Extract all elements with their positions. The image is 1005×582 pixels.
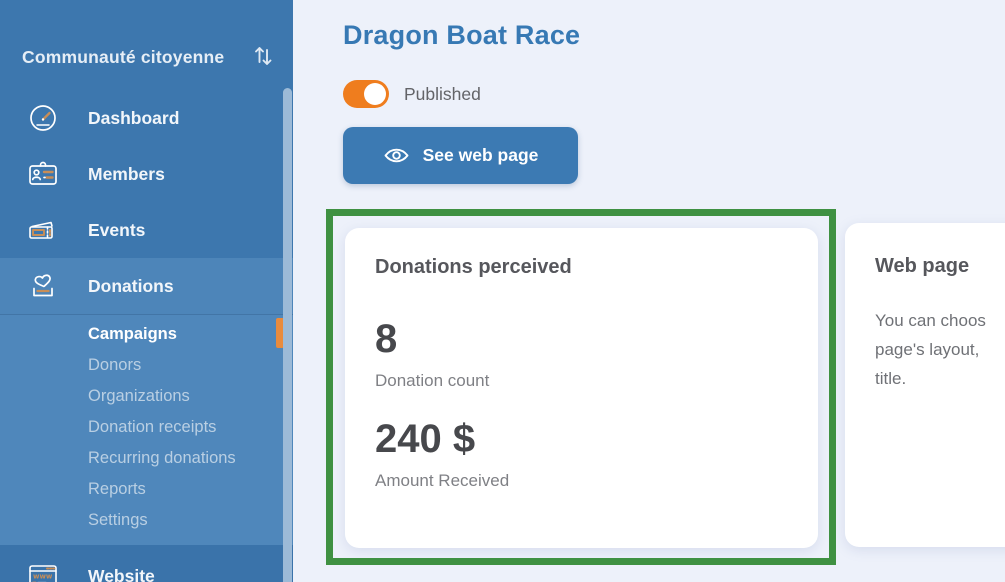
sidebar-item-label: Events bbox=[88, 219, 146, 240]
gauge-icon bbox=[24, 101, 62, 135]
svg-text:www: www bbox=[33, 573, 53, 581]
submenu-item-donation-receipts[interactable]: Donation receipts bbox=[88, 418, 217, 436]
browser-icon: www bbox=[24, 559, 62, 582]
page-title: Dragon Boat Race bbox=[343, 20, 581, 50]
sidebar-item-dashboard[interactable]: Dashboard bbox=[0, 90, 293, 146]
sidebar: Communauté citoyenne Dashboard bbox=[0, 0, 293, 582]
sidebar-item-label: Website bbox=[88, 565, 155, 582]
eye-icon bbox=[383, 145, 410, 166]
see-web-page-label: See web page bbox=[422, 145, 539, 165]
donations-card-title: Donations perceived bbox=[375, 256, 572, 278]
donations-submenu: Campaigns Donors Organizations Donation … bbox=[0, 314, 293, 545]
main-content: Dragon Boat Race Published See web page … bbox=[293, 0, 1005, 582]
web-page-body-line: You can choos bbox=[875, 311, 986, 330]
web-page-body-line: title. bbox=[875, 369, 907, 388]
organization-name: Communauté citoyenne bbox=[22, 46, 225, 67]
sidebar-item-donations[interactable]: Donations bbox=[0, 258, 293, 314]
publish-row: Published bbox=[343, 80, 481, 108]
web-page-card-title: Web page bbox=[875, 255, 970, 277]
see-web-page-button[interactable]: See web page bbox=[343, 127, 578, 184]
donation-box-icon bbox=[24, 269, 62, 303]
sidebar-item-label: Donations bbox=[88, 275, 174, 296]
web-page-card: Web page You can choos page's layout, ti… bbox=[845, 223, 1005, 547]
web-page-body-line: page's layout, bbox=[875, 340, 980, 359]
publish-toggle[interactable] bbox=[343, 80, 389, 108]
donations-summary-card: Donations perceived 8 Donation count 240… bbox=[345, 228, 818, 548]
submenu-item-campaigns[interactable]: Campaigns bbox=[88, 325, 177, 343]
web-page-card-body: You can choos page's layout, title. bbox=[875, 306, 1005, 393]
sidebar-item-label: Dashboard bbox=[88, 107, 180, 128]
amount-received-value: 240 $ bbox=[375, 417, 476, 461]
submenu-item-recurring-donations[interactable]: Recurring donations bbox=[88, 449, 236, 467]
submenu-item-reports[interactable]: Reports bbox=[88, 480, 146, 498]
publish-label: Published bbox=[404, 83, 481, 104]
sidebar-header: Communauté citoyenne bbox=[0, 0, 293, 90]
sidebar-item-events[interactable]: Events bbox=[0, 202, 293, 258]
sort-arrows-icon[interactable] bbox=[251, 42, 275, 73]
sidebar-item-label: Members bbox=[88, 163, 165, 184]
sidebar-item-members[interactable]: Members bbox=[0, 146, 293, 202]
id-card-icon bbox=[24, 157, 62, 191]
donation-count-value: 8 bbox=[375, 317, 398, 361]
sidebar-item-website[interactable]: www Website bbox=[0, 545, 293, 582]
toggle-knob bbox=[364, 83, 386, 105]
sidebar-scrollbar[interactable] bbox=[283, 88, 292, 582]
amount-received-label: Amount Received bbox=[375, 471, 510, 490]
active-submenu-indicator bbox=[276, 318, 284, 348]
tickets-icon bbox=[24, 213, 62, 247]
submenu-item-organizations[interactable]: Organizations bbox=[88, 387, 190, 405]
donation-count-label: Donation count bbox=[375, 371, 490, 390]
submenu-item-donors[interactable]: Donors bbox=[88, 356, 142, 374]
submenu-item-settings[interactable]: Settings bbox=[88, 511, 148, 529]
